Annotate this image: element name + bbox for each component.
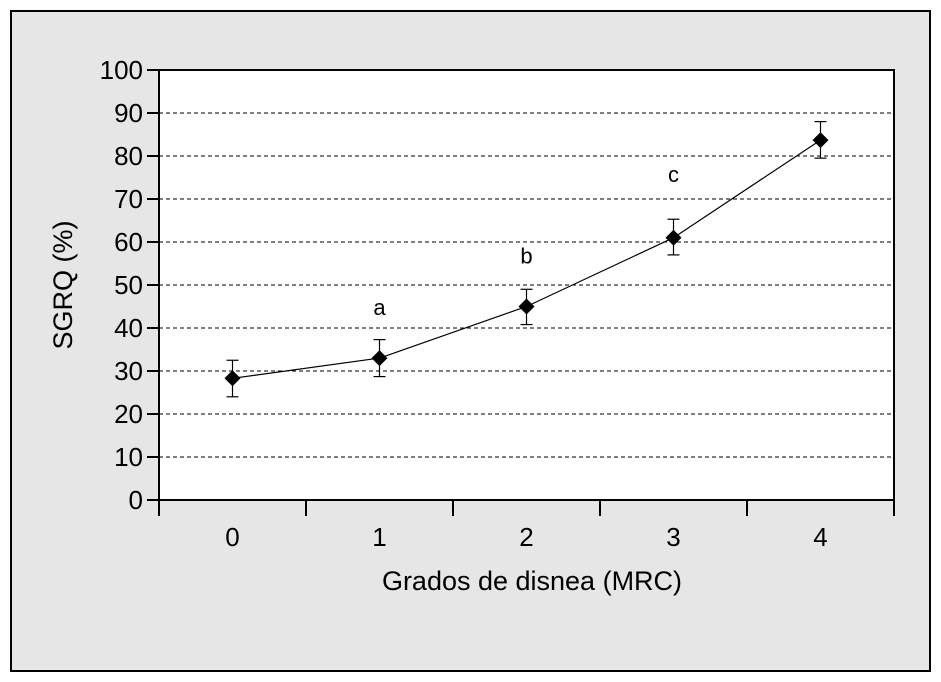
y-tick-label: 0 [129,485,143,515]
data-point [665,229,682,246]
x-tick-label: 0 [225,522,239,552]
x-tick-label: 1 [372,522,386,552]
y-axis: 0 10 20 30 40 50 60 70 80 90 100 [100,55,159,515]
x-axis-title: Grados de disnea (MRC) [382,566,682,596]
annotation-label: b [520,244,532,269]
y-tick-label: 40 [114,313,143,343]
y-tick-label: 30 [114,356,143,386]
x-axis: 0 1 2 3 4 [158,500,895,552]
data-point [518,298,535,315]
data-point [224,370,241,387]
data-point [371,350,388,367]
data-point [812,132,829,149]
gridlines [159,112,894,458]
y-tick-label: 70 [114,184,143,214]
y-tick-label: 80 [114,141,143,171]
y-tick-label: 100 [100,55,143,85]
y-tick-label: 60 [114,227,143,257]
y-tick-label: 10 [114,442,143,472]
annotations: a b c [373,162,679,320]
x-tick-label: 2 [519,522,533,552]
annotation-label: a [373,295,386,320]
y-tick-label: 20 [114,399,143,429]
x-tick-label: 4 [813,522,827,552]
y-axis-title: SGRQ (%) [48,220,78,349]
data-series [224,120,829,398]
y-tick-label: 50 [114,270,143,300]
annotation-label: c [668,162,679,187]
y-tick-label: 90 [114,98,143,128]
x-tick-label: 3 [666,522,680,552]
